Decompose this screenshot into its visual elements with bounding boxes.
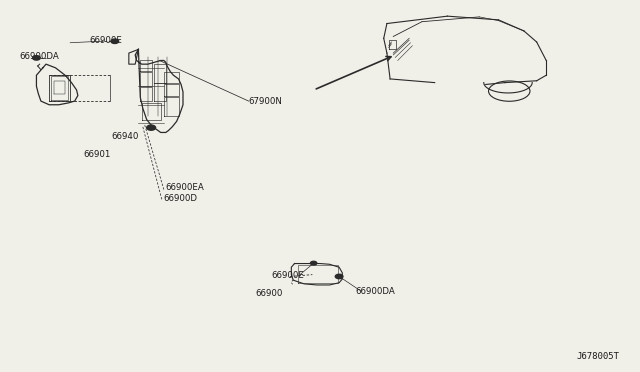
Text: 66900E: 66900E: [271, 271, 304, 280]
Text: 66900DA: 66900DA: [19, 52, 59, 61]
Circle shape: [111, 39, 118, 44]
Circle shape: [147, 125, 156, 130]
Circle shape: [335, 274, 343, 279]
Text: 66900: 66900: [255, 289, 282, 298]
Text: 66900E: 66900E: [90, 36, 122, 45]
Text: 66901: 66901: [83, 150, 110, 159]
Text: 66940: 66940: [111, 132, 139, 141]
Circle shape: [33, 56, 40, 60]
Text: 66900D: 66900D: [163, 195, 197, 203]
Text: 66900DA: 66900DA: [355, 287, 395, 296]
Circle shape: [310, 261, 317, 265]
Text: 66900EA: 66900EA: [166, 183, 205, 192]
Text: J678005T: J678005T: [577, 352, 620, 361]
Text: 67900N: 67900N: [248, 97, 282, 106]
